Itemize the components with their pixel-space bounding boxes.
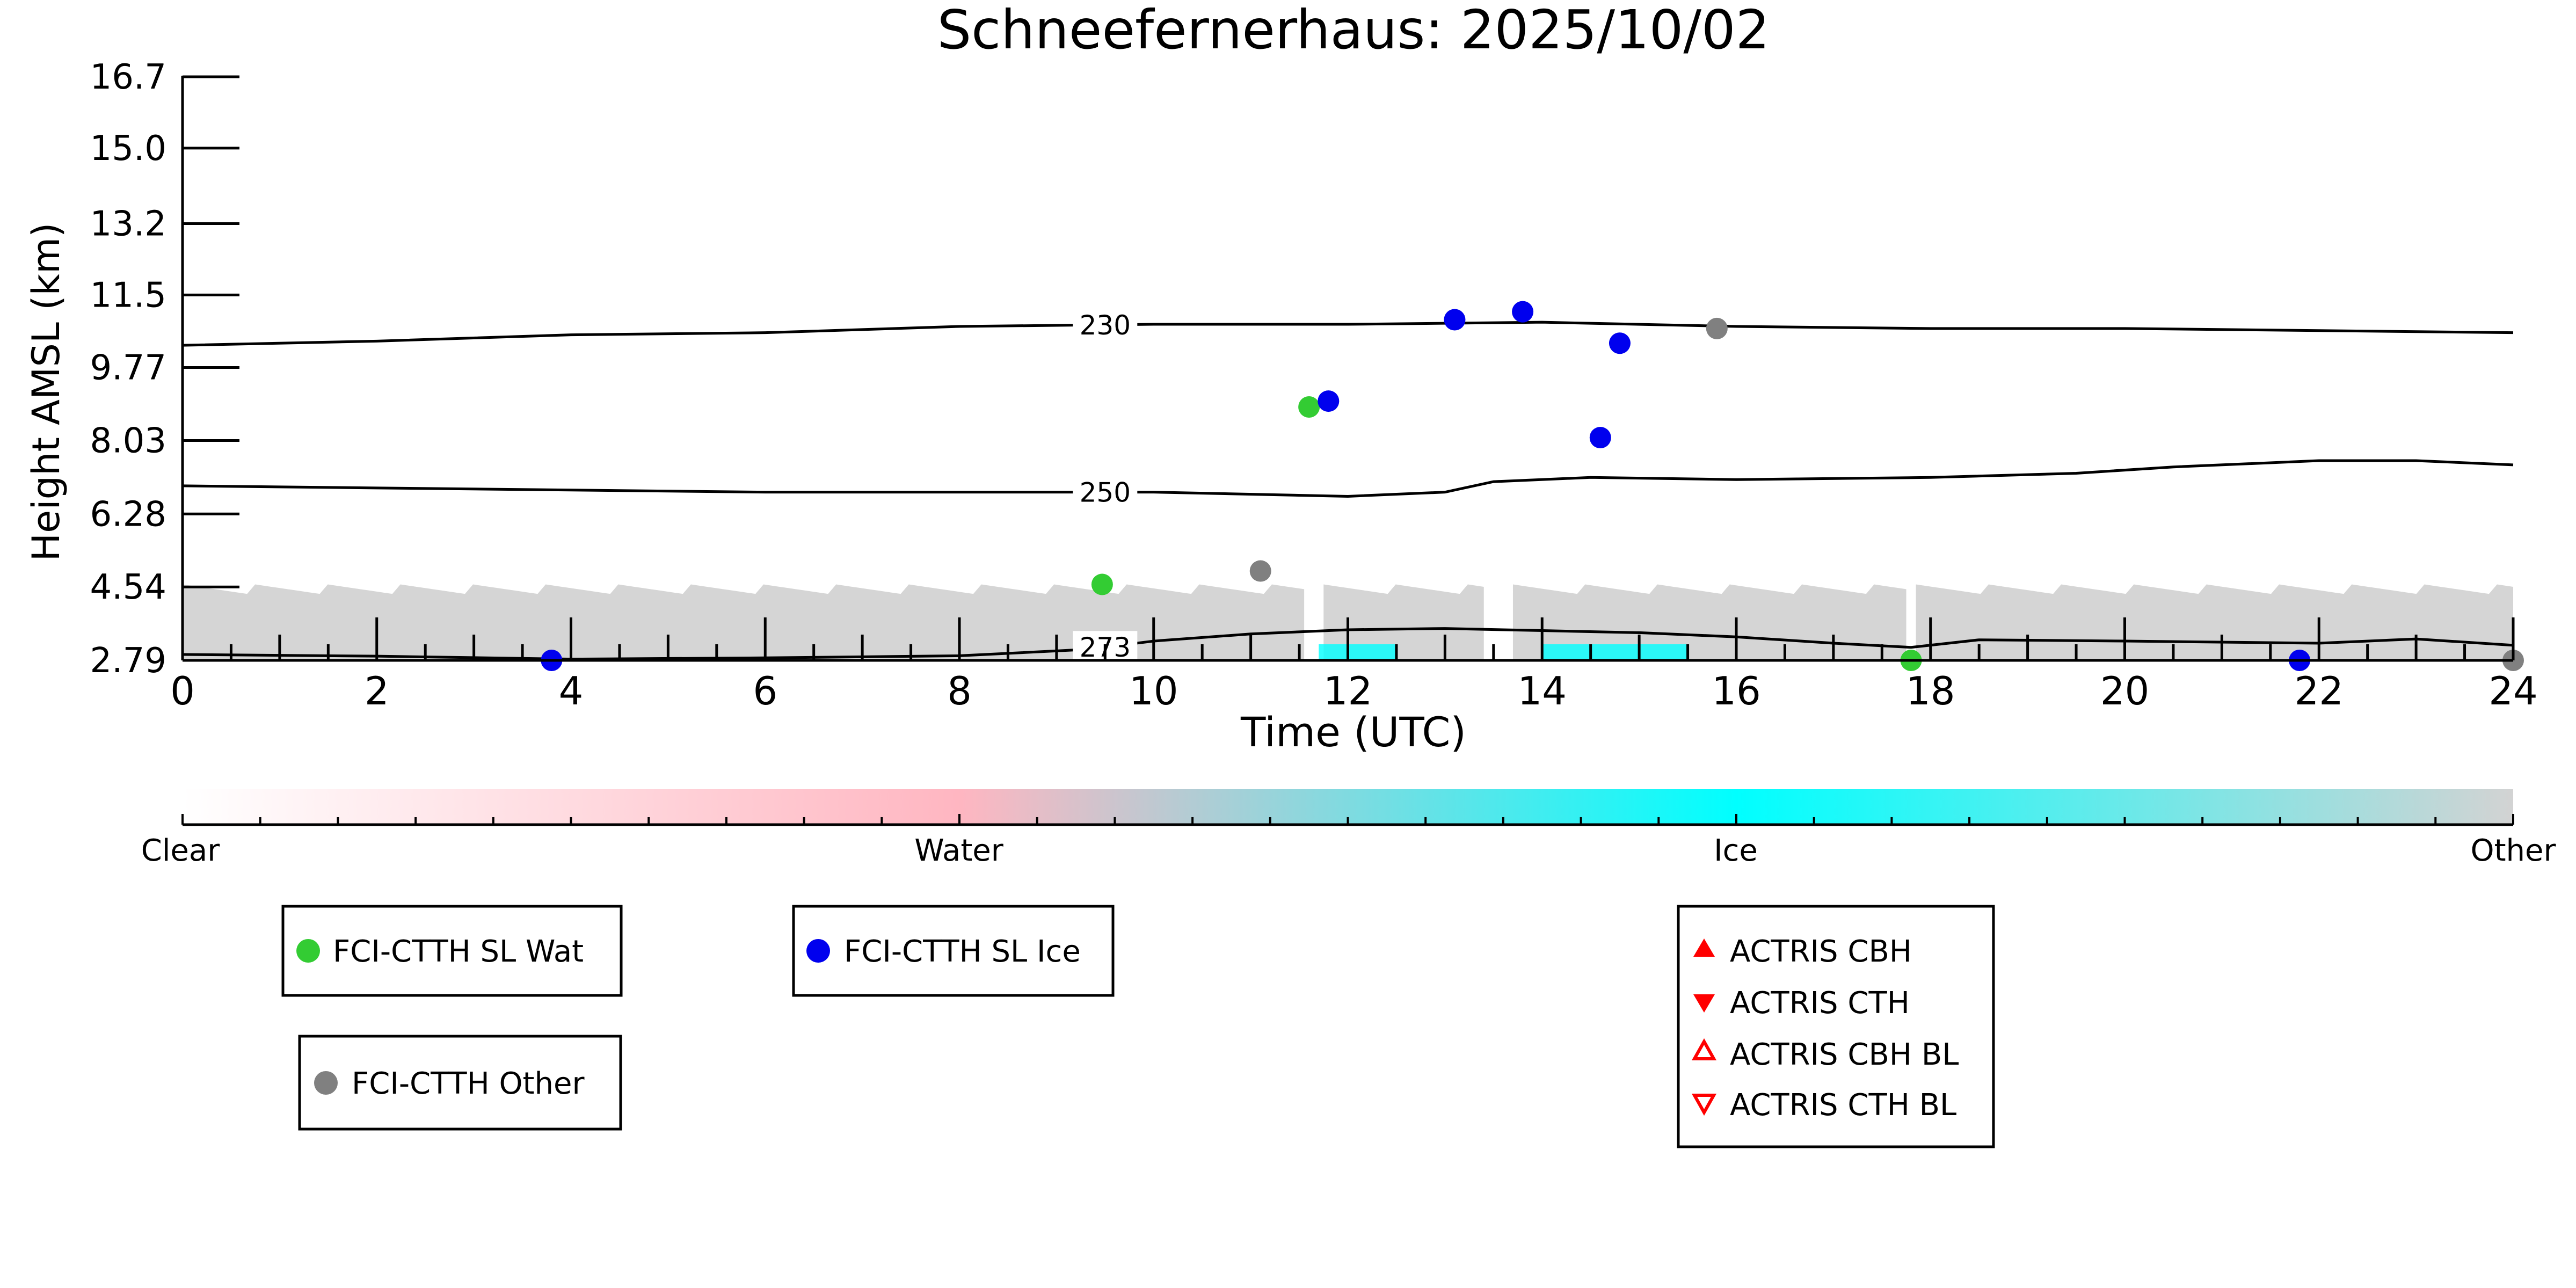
x-tick-label: 10 [1129, 668, 1178, 714]
x-axis-label: Time (UTC) [1240, 708, 1466, 756]
x-tick-label: 24 [2488, 668, 2538, 714]
contour-line-230 [182, 321, 2514, 347]
point-fci-ctth-sl-ice [1318, 390, 1340, 412]
contour-label-bg [1073, 309, 1138, 341]
y-tick-label: 16.7 [90, 57, 167, 97]
legend-marker-cth-bl [1691, 1094, 1717, 1116]
x-tick-label: 22 [2294, 668, 2344, 714]
y-tick-label: 4.54 [90, 567, 167, 607]
x-tick-label: 20 [2100, 668, 2150, 714]
legend-fci-wat: FCI-CTTH SL Wat [281, 905, 623, 997]
y-tick-label: 9.77 [90, 348, 167, 388]
x-tick-label: 12 [1323, 668, 1373, 714]
legend-marker-cbh-bl [1691, 1038, 1717, 1060]
cloud-mask-segment [1916, 584, 2513, 660]
contour-label-250: 250 [1080, 477, 1131, 508]
point-fci-ctth-sl-ice [1589, 427, 1611, 449]
legend-fci-ice: FCI-CTTH SL Ice [792, 905, 1115, 997]
x-tick-label: 14 [1517, 668, 1567, 714]
x-tick-label: 6 [753, 668, 777, 714]
legend-label-cbh-bl: ACTRIS CBH BL [1730, 1037, 1959, 1072]
x-tick-label: 4 [559, 668, 584, 714]
contour-line-273 [182, 627, 2514, 661]
legend-label-cbh: ACTRIS CBH [1730, 934, 1912, 969]
cloud-mask-layer [183, 584, 2513, 660]
legend-marker-cbh [1693, 938, 1715, 957]
point-fci-ctth-sl-ice [1444, 309, 1466, 331]
colorbar: Clear Water Ice Other [141, 789, 2556, 868]
legend-label-cth: ACTRIS CTH [1730, 986, 1910, 1021]
cloud-mask-segment [183, 584, 1305, 660]
contour-label-230: 230 [1080, 310, 1131, 341]
colorbar-label-ice: Ice [1714, 833, 1758, 868]
x-tick-label: 18 [1906, 668, 1955, 714]
legend-marker-other [314, 1071, 338, 1095]
y-axis-label: Height AMSL (km) [24, 223, 68, 562]
colorbar-label-water: Water [914, 833, 1004, 868]
point-fci-ctth-other [1706, 317, 1728, 339]
x-tick-label: 2 [365, 668, 389, 714]
x-tick-label: 8 [947, 668, 972, 714]
legend-marker-wat [296, 939, 320, 963]
y-tick-label: 11.5 [90, 275, 167, 315]
legend-label-cth-bl: ACTRIS CTH BL [1730, 1088, 1956, 1123]
data-points [541, 301, 2524, 671]
legend-marker-cth [1693, 994, 1715, 1013]
colorbar-label-clear: Clear [141, 833, 220, 868]
legend-label-ice: FCI-CTTH SL Ice [844, 934, 1081, 969]
legend-label-wat: FCI-CTTH SL Wat [333, 934, 584, 969]
ice-mask-span [1319, 644, 1396, 660]
legend-fci-other: FCI-CTTH Other [298, 1035, 622, 1131]
legend-marker-ice [806, 939, 830, 963]
contour-label-bg [1073, 476, 1138, 508]
point-fci-ctth-sl-ice [1609, 332, 1631, 354]
chart-title: Schneefernerhaus: 2025/10/02 [937, 0, 1770, 61]
point-fci-ctth-sl-wat [1298, 396, 1320, 418]
y-tick-label: 13.2 [90, 205, 167, 244]
legend-actris: ACTRIS CBH ACTRIS CTH ACTRIS CBH BL ACTR… [1677, 905, 1995, 1148]
colorbar-label-other: Other [2470, 833, 2556, 868]
y-tick-label: 2.79 [90, 641, 167, 681]
legend-label-other: FCI-CTTH Other [352, 1066, 585, 1101]
contour-line-250 [182, 459, 2514, 498]
y-tick-label: 15.0 [90, 129, 167, 169]
point-fci-ctth-sl-ice [1512, 301, 1534, 323]
x-tick-label: 16 [1712, 668, 1761, 714]
y-tick-label: 8.03 [90, 421, 167, 461]
y-tick-label: 6.28 [90, 494, 167, 534]
point-fci-ctth-sl-wat [1091, 573, 1113, 595]
point-fci-ctth-other [1249, 560, 1271, 582]
ice-mask-span [1542, 644, 1688, 660]
x-tick-label: 0 [170, 668, 195, 714]
